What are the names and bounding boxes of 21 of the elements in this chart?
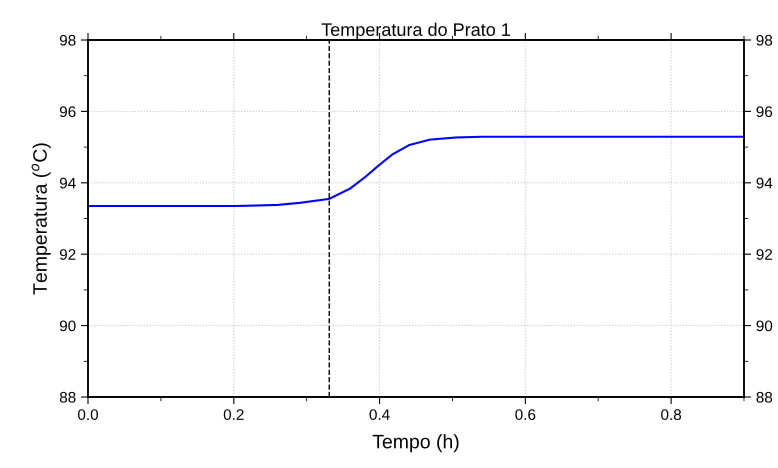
y2-tick-label: 88 (756, 392, 772, 403)
y2-tick-label: 94 (756, 178, 772, 188)
y-tick-label: 98 (60, 34, 76, 46)
y2-tick-label: 96 (756, 106, 772, 118)
y2-tick-label: 92 (756, 249, 772, 260)
y-axis-title: Temperatura ($^{o}$C) (32, 143, 51, 294)
y-tick-label: 94 (60, 178, 76, 188)
y2-tick-label: 98 (756, 34, 772, 46)
x-tick-label: 0.4 (370, 409, 390, 420)
x-tick-label: 0.8 (661, 409, 682, 420)
x-tick-label: 0.0 (78, 409, 98, 420)
y-tick-label: 88 (60, 392, 76, 403)
chart-title: Temperatura do Prato 1 (322, 22, 510, 40)
x-tick-label: 0.6 (515, 409, 536, 420)
y2-tick-label: 90 (756, 320, 772, 332)
x-tick-label: 0.2 (224, 409, 244, 420)
line-series (88, 136, 744, 208)
y-tick-label: 90 (60, 320, 76, 332)
y-tick-label: 92 (60, 249, 76, 260)
y-tick-label: 96 (60, 106, 76, 118)
x-axis-title: Tempo (h) (372, 434, 459, 452)
